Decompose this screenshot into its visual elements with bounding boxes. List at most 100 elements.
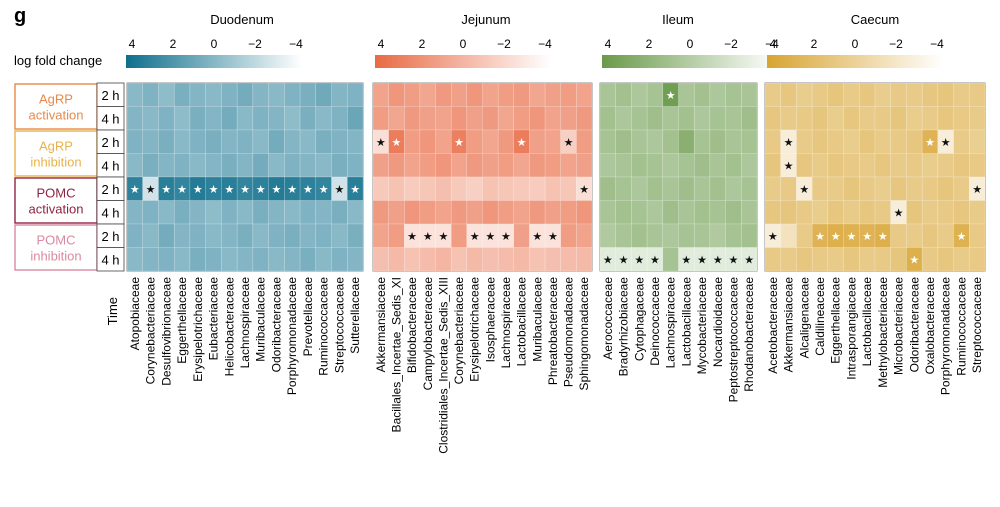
heatmap-cell <box>315 106 332 131</box>
category-label: Bradyrhizobiaceae <box>617 277 631 377</box>
heatmap-cell <box>796 200 813 225</box>
heatmap-cell <box>827 82 844 107</box>
significance-star: ★ <box>956 231 966 243</box>
heatmap-cell <box>576 153 593 178</box>
heatmap-cell <box>953 247 970 272</box>
significance-star: ★ <box>548 231 558 243</box>
heatmap-cell <box>299 200 317 225</box>
heatmap-cell <box>937 247 954 272</box>
heatmap-cell <box>874 247 891 272</box>
heatmap-cell <box>678 223 695 248</box>
heatmap-cell <box>388 247 405 272</box>
significance-star: ★ <box>909 254 919 266</box>
significance-star: ★ <box>846 231 856 243</box>
heatmap-cell <box>725 223 742 248</box>
heatmap-cell <box>315 153 332 178</box>
significance-star: ★ <box>161 184 171 196</box>
heatmap-cell <box>142 247 159 272</box>
category-label: Sutterellaceae <box>348 277 362 354</box>
heatmap-cell <box>741 106 758 131</box>
heatmap-cell <box>560 247 577 272</box>
heatmap-cell <box>764 176 781 201</box>
time-label: 4 h <box>101 111 119 126</box>
heatmap-cell <box>709 129 726 154</box>
heatmap-cell <box>646 223 664 248</box>
heatmap-cell <box>404 82 421 107</box>
colorbar-tick: −2 <box>889 37 903 51</box>
heatmap-cell <box>331 247 348 272</box>
significance-star: ★ <box>501 231 511 243</box>
heatmap-cell <box>347 82 364 107</box>
heatmap-cell <box>450 82 468 107</box>
heatmap-cell <box>615 106 632 131</box>
category-label: Lactobacillaceae <box>679 277 693 367</box>
category-label: Clostridiales_Incertae_Sedis_XIII <box>436 277 450 454</box>
heatmap-cell <box>764 153 781 178</box>
heatmap-cell <box>142 129 159 154</box>
category-label: Nocardioidaceae <box>711 277 725 367</box>
heatmap-cell <box>662 200 679 225</box>
heatmap-cell <box>419 129 436 154</box>
heatmap-cell <box>482 106 499 131</box>
significance-star: ★ <box>146 184 156 196</box>
heatmap-cell <box>173 106 191 131</box>
heatmap-cell <box>544 247 561 272</box>
heatmap-cell <box>969 106 986 131</box>
category-label: Lactobacillaceae <box>860 277 874 367</box>
heatmap-cell <box>662 223 679 248</box>
heatmap-cell <box>843 200 860 225</box>
heatmap-cell <box>921 247 939 272</box>
heatmap-cell <box>388 223 405 248</box>
heatmap-cell <box>466 129 483 154</box>
category-label: Prevotellaceae <box>301 277 315 357</box>
heatmap-cell <box>906 129 923 154</box>
heatmap-cell <box>874 106 891 131</box>
colorbar-tick: −2 <box>497 37 511 51</box>
heatmap-cell <box>331 129 348 154</box>
heatmap-cell <box>906 176 923 201</box>
heatmap-cell <box>388 176 405 201</box>
heatmap-cell <box>497 176 515 201</box>
heatmap-cell <box>158 82 175 107</box>
heatmap-cell <box>205 82 222 107</box>
heatmap-cell <box>631 106 648 131</box>
heatmap-cell <box>662 153 679 178</box>
colorbar-tick: 2 <box>419 37 426 51</box>
condition-label: AgRP <box>39 92 73 107</box>
heatmap-cell <box>252 82 269 107</box>
condition-box <box>14 177 98 224</box>
significance-star: ★ <box>603 254 613 266</box>
heatmap-cell <box>615 223 632 248</box>
significance-star: ★ <box>862 231 872 243</box>
category-label: Eggerthellaceae <box>175 277 189 364</box>
heatmap-cell <box>268 153 285 178</box>
heatmap-cell <box>811 82 829 107</box>
heatmap-cell <box>780 82 797 107</box>
heatmap-cell <box>693 153 711 178</box>
heatmap-cell <box>331 82 348 107</box>
heatmap-cell <box>937 82 954 107</box>
heatmap-cell <box>236 82 254 107</box>
heatmap-cell <box>497 106 515 131</box>
heatmap-cell <box>435 106 452 131</box>
heatmap-cell <box>615 82 632 107</box>
heatmap-cell <box>466 176 483 201</box>
heatmap-cell <box>631 200 648 225</box>
condition-box <box>14 83 98 130</box>
heatmap-cell <box>678 153 695 178</box>
colorbar-tick: 4 <box>605 37 612 51</box>
category-label: Acetobacteraceae <box>766 277 780 374</box>
time-label: 2 h <box>101 135 119 150</box>
heatmap-cell <box>693 176 711 201</box>
heatmap-cell <box>315 129 332 154</box>
heatmap-cell <box>811 153 829 178</box>
heatmap-cell <box>741 200 758 225</box>
heatmap-cell <box>450 200 468 225</box>
heatmap-cell <box>284 247 301 272</box>
significance-star: ★ <box>334 184 344 196</box>
significance-star: ★ <box>130 184 140 196</box>
heatmap-cell <box>796 223 813 248</box>
category-label: Lachnospiraceae <box>664 277 678 369</box>
heatmap-cell <box>236 153 254 178</box>
